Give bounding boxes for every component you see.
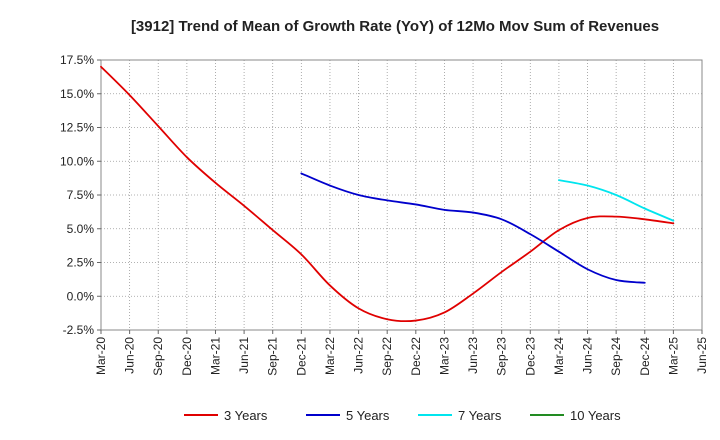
series-line-5-years	[300, 172, 646, 284]
y-axis-ticks: 17.5% 15.0% 12.5% 10.0% 7.5% 5.0% 2.5% 0.0% -2.5…	[60, 53, 101, 337]
x-tick-label: Dec-22	[409, 337, 423, 376]
x-tick-label: Dec-24	[638, 337, 652, 376]
y-tick-label: 15.0%	[60, 87, 94, 101]
x-tick-label: Sep-22	[380, 337, 394, 376]
series-lines	[100, 65, 675, 323]
y-tick-label: 7.5%	[67, 188, 95, 202]
series-line-7-years	[558, 179, 675, 222]
legend: 3 Years 5 Years 7 Years 10 Years	[184, 408, 621, 423]
x-tick-label: Jun-22	[352, 337, 366, 374]
x-tick-label: Sep-20	[151, 337, 165, 376]
y-tick-label: 5.0%	[67, 222, 95, 236]
x-axis-ticks: Mar-20 Jun-20 Sep-20 Dec-20 Mar-21 Jun-21 Sep-…	[94, 330, 709, 376]
y-tick-label: -2.5%	[63, 323, 95, 337]
y-tick-label: 2.5%	[67, 256, 95, 270]
y-tick-label: 12.5%	[60, 121, 94, 135]
x-tick-label: Sep-21	[266, 337, 280, 376]
series-line-3-years	[100, 65, 675, 323]
y-tick-label: 10.0%	[60, 154, 94, 168]
x-tick-label: Dec-20	[180, 337, 194, 376]
x-tick-label: Jun-24	[581, 337, 595, 374]
legend-label-3-years: 3 Years	[224, 408, 268, 423]
x-tick-label: Sep-23	[495, 337, 509, 376]
chart-title: [3912] Trend of Mean of Growth Rate (YoY…	[131, 18, 659, 35]
x-tick-label: Mar-25	[666, 337, 680, 375]
x-tick-label: Mar-21	[208, 337, 222, 375]
x-tick-label: Jun-25	[695, 337, 709, 374]
x-tick-label: Jun-20	[123, 337, 137, 374]
x-tick-label: Mar-20	[94, 337, 108, 375]
x-tick-label: Jun-23	[466, 337, 480, 374]
x-tick-label: Jun-21	[237, 337, 251, 374]
x-tick-label: Mar-24	[552, 337, 566, 375]
legend-label-7-years: 7 Years	[458, 408, 502, 423]
x-tick-label: Dec-23	[523, 337, 537, 376]
x-tick-label: Sep-24	[609, 337, 623, 376]
y-tick-label: 0.0%	[67, 289, 95, 303]
x-tick-label: Mar-23	[437, 337, 451, 375]
grid	[100, 59, 703, 331]
legend-label-5-years: 5 Years	[346, 408, 390, 423]
x-tick-label: Dec-21	[294, 337, 308, 376]
x-tick-label: Mar-22	[323, 337, 337, 375]
y-tick-label: 17.5%	[60, 53, 94, 67]
legend-label-10-years: 10 Years	[570, 408, 621, 423]
